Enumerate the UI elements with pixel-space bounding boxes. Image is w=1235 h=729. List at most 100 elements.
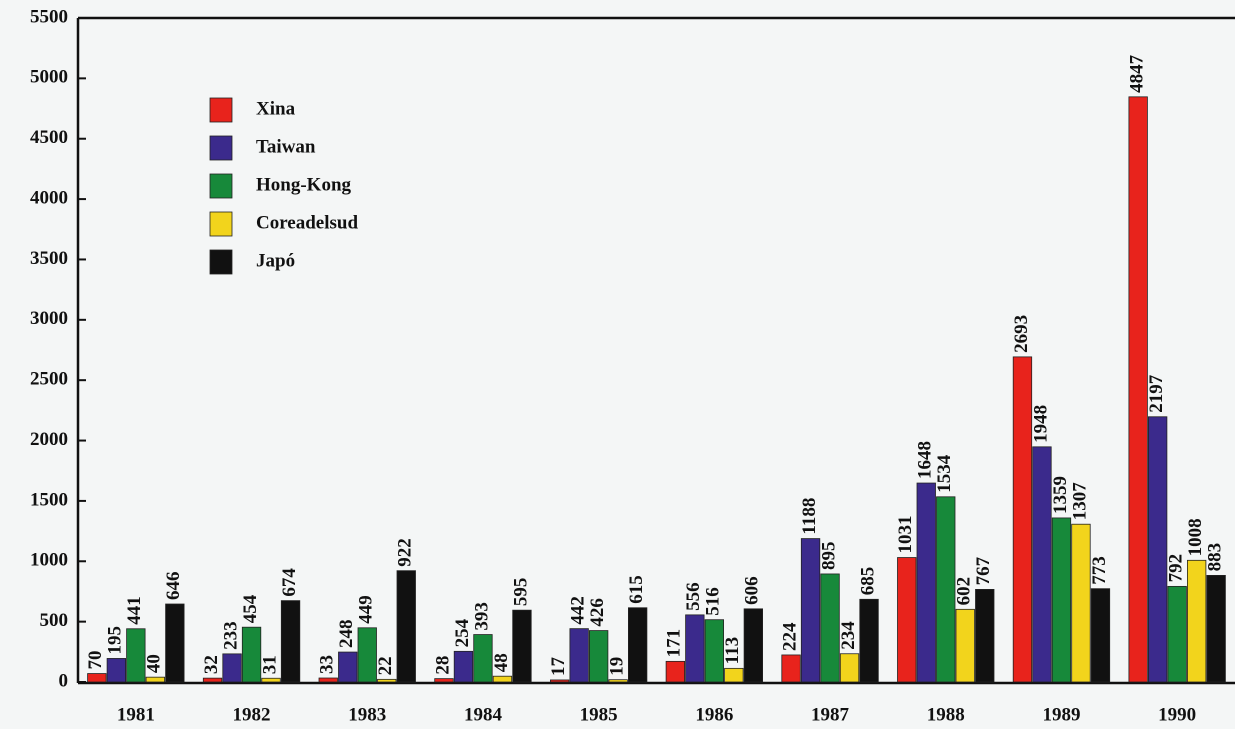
value-label: 32 [201,655,222,674]
bar [1187,560,1206,682]
y-tick-label: 500 [40,610,69,631]
x-tick-label: 1985 [580,704,618,725]
legend-label: Taiwan [256,136,316,157]
x-tick-label: 1984 [464,704,503,725]
value-label: 254 [452,618,473,647]
value-label: 1534 [934,454,955,493]
bar [454,651,473,682]
x-tick-label: 1989 [1042,704,1080,725]
chart: 0500100015002000250030003500400045005000… [0,0,1235,729]
legend-swatch [210,98,232,122]
bar [1013,357,1031,682]
value-label: 442 [568,596,589,625]
value-label: 113 [722,637,743,664]
legend-swatch [210,212,232,236]
legend-swatch [210,250,232,274]
bar [262,678,281,682]
bar [397,571,416,682]
legend-label: Japó [256,250,295,271]
bar [570,629,589,682]
bar [203,678,222,682]
bar [705,620,724,682]
bar [146,677,165,682]
value-label: 1307 [1069,482,1090,521]
value-label: 233 [220,621,241,650]
value-label: 224 [779,622,800,651]
bar [1168,586,1187,682]
bar [550,680,569,682]
bar [860,599,879,682]
y-tick-label: 1500 [30,489,68,510]
bar [319,678,338,682]
bar [725,668,744,682]
value-label: 1648 [915,441,936,479]
value-label: 17 [548,656,569,676]
bar [1072,524,1091,682]
bar [242,627,260,682]
legend-swatch [210,174,232,198]
x-tick-label: 1990 [1158,704,1196,725]
legend-label: Coreadelsud [256,212,358,233]
value-label: 615 [626,575,647,604]
value-label: 1008 [1185,518,1206,556]
value-label: 393 [471,602,492,631]
value-label: 2197 [1146,374,1167,413]
value-label: 449 [356,595,377,624]
x-tick-label: 1983 [348,704,386,725]
y-tick-label: 4500 [30,127,68,148]
value-label: 48 [491,653,512,672]
bar [976,589,995,682]
bar [474,635,493,682]
value-label: 195 [105,626,126,655]
value-label: 602 [954,577,975,606]
value-label: 883 [1205,543,1226,572]
value-label: 234 [838,621,859,650]
bar [358,628,377,682]
value-label: 1359 [1050,476,1071,514]
bar [956,609,975,682]
bar [840,654,859,682]
bar [513,610,532,682]
legend-label: Xina [256,98,296,119]
legend-swatch [210,136,232,160]
y-tick-label: 3000 [30,308,68,329]
bar [378,679,397,682]
value-label: 516 [703,587,724,616]
bar [435,679,454,682]
value-label: 33 [317,655,338,674]
bar [917,483,936,682]
value-label: 4847 [1127,54,1148,93]
value-label: 1188 [799,498,820,535]
bar [1091,589,1110,682]
bar [339,652,358,682]
bar [88,674,107,682]
bar [589,631,608,682]
value-label: 70 [85,651,106,670]
value-label: 171 [664,629,685,658]
bar [801,539,820,682]
x-tick-label: 1987 [811,704,850,725]
x-tick-label: 1981 [117,704,155,725]
bar [281,601,300,682]
y-tick-label: 2500 [30,369,68,390]
value-label: 31 [259,655,280,674]
bar [628,608,647,682]
value-label: 19 [607,657,628,676]
value-label: 674 [279,568,300,597]
y-tick-label: 5000 [30,67,68,88]
value-label: 1948 [1030,405,1051,443]
y-tick-label: 2000 [30,429,68,450]
value-label: 22 [375,656,396,675]
y-tick-label: 3500 [30,248,68,269]
bar [609,680,628,682]
value-label: 40 [144,654,165,673]
bar [1052,518,1071,682]
bar [223,654,242,682]
bar [686,615,705,682]
bar [666,661,685,682]
y-tick-label: 5500 [30,6,68,27]
value-label: 556 [683,582,704,611]
bar [744,609,763,682]
value-label: 595 [510,578,531,607]
bar [782,655,801,682]
